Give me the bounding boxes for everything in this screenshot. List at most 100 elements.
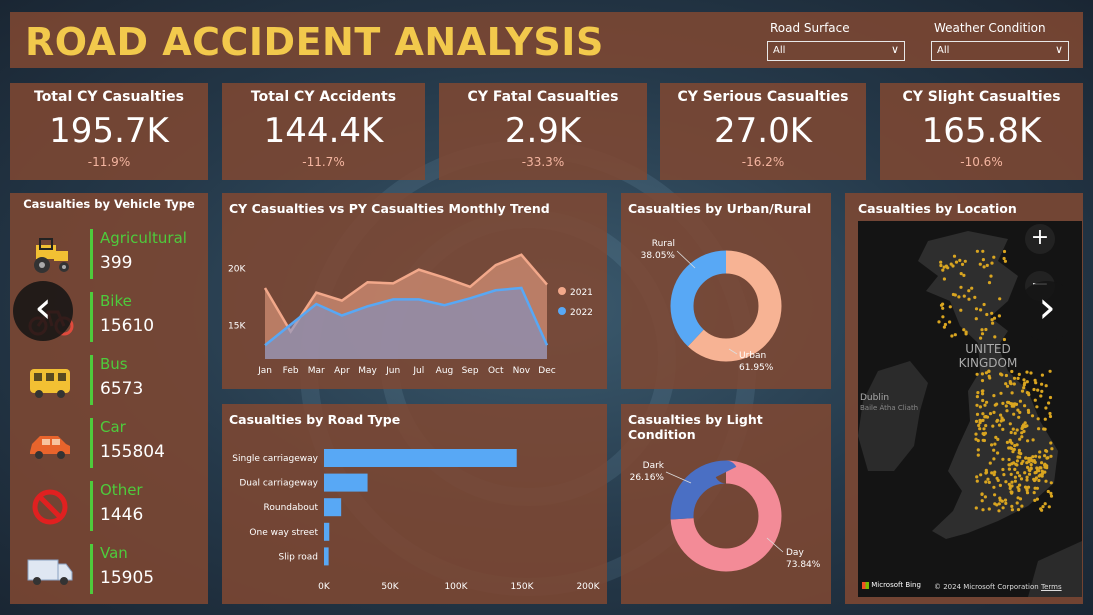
vehicle-row-agricultural[interactable]: Agricultural 399 — [10, 225, 207, 283]
vehicle-row-van[interactable]: Van 15905 — [10, 540, 207, 598]
casualty-dot — [984, 371, 988, 375]
monthly-trend-title: CY Casualties vs PY Casualties Monthly T… — [229, 201, 550, 216]
casualty-dot — [978, 418, 982, 422]
casualty-dot — [987, 480, 991, 484]
road-surface-dropdown[interactable]: All ∨ — [767, 41, 905, 61]
casualty-dot — [976, 453, 980, 457]
previous-page-button[interactable]: ‹ — [13, 281, 73, 341]
casualty-dot — [998, 483, 1002, 487]
casualty-dot — [1039, 507, 1043, 511]
light-condition-donut[interactable]: Day 73.84% Dark 26.16% — [621, 404, 831, 604]
casualty-dot — [1003, 259, 1007, 263]
casualty-dot — [990, 318, 994, 322]
kpi-card-total-accidents[interactable]: Total CY Accidents 144.4K -11.7% — [222, 83, 425, 180]
vehicle-row-other[interactable]: Other 1446 — [10, 477, 207, 535]
casualty-dot — [1017, 448, 1021, 452]
casualty-dot — [1017, 372, 1021, 376]
casualty-dot — [1035, 466, 1039, 470]
casualty-dot — [1043, 454, 1047, 458]
casualty-dot — [987, 374, 991, 378]
casualty-dot — [1010, 404, 1014, 408]
casualty-dot — [953, 333, 957, 337]
casualty-dot — [1036, 388, 1040, 392]
casualty-dot — [978, 405, 982, 409]
casualty-dot — [1010, 490, 1014, 494]
casualty-dot — [993, 493, 997, 497]
casualty-dot — [1033, 478, 1037, 482]
vehicle-row-bus[interactable]: Bus 6573 — [10, 351, 207, 409]
casualty-dot — [990, 261, 994, 265]
casualty-dot — [1049, 494, 1054, 498]
casualty-dot — [962, 294, 966, 298]
casualty-dot — [1027, 456, 1031, 461]
casualty-dot — [950, 334, 954, 338]
casualty-dot — [991, 321, 995, 325]
casualty-dot — [979, 308, 983, 312]
casualty-dot — [1002, 256, 1006, 261]
urban-rural-panel: Casualties by Urban/Rural Urban 61.95% Rur… — [621, 193, 831, 389]
casualty-dot — [1025, 380, 1029, 384]
kpi-delta: -11.9% — [87, 155, 131, 169]
casualty-dot — [1032, 491, 1036, 495]
casualty-dot — [992, 485, 996, 489]
casualty-dot — [993, 470, 997, 474]
casualty-dot — [952, 254, 957, 258]
casualty-dot — [1037, 427, 1041, 431]
casualty-dot — [1016, 471, 1020, 475]
van-icon — [27, 559, 73, 585]
kpi-card-slight-casualties[interactable]: CY Slight Casualties 165.8K -10.6% — [880, 83, 1083, 180]
zoom-in-button[interactable]: + — [1025, 224, 1055, 254]
urban-rural-title: Casualties by Urban/Rural — [628, 201, 812, 216]
casualty-dot — [984, 468, 988, 472]
kpi-value: 2.9K — [504, 111, 582, 151]
casualty-dot — [1025, 491, 1030, 495]
casualty-dot — [990, 471, 994, 475]
casualty-dot — [1000, 373, 1004, 377]
casualty-dot — [994, 435, 998, 439]
casualty-dot — [1020, 431, 1024, 435]
road-surface-value: All — [773, 45, 786, 56]
vehicle-value: 155804 — [100, 442, 165, 462]
light-condition-title: Casualties by Light Condition — [628, 412, 763, 442]
casualty-dot — [1040, 382, 1044, 386]
road-type-chart[interactable]: Single carriageway Dual carriageway Rounda… — [222, 404, 607, 604]
y-tick-label: 20K — [228, 264, 246, 274]
monthly-trend-chart[interactable]: 15K 20K Jan Feb Mar Apr May Jun Jul Aug Sep Oct Nov D… — [222, 193, 607, 389]
slice-label: Rural — [652, 239, 675, 249]
casualty-location-dots — [937, 249, 1054, 513]
casualty-dot — [942, 325, 946, 329]
slice-value-label: 26.16% — [630, 473, 665, 483]
light-condition-panel: Casualties by Light Condition Day 73.84% D… — [621, 404, 831, 604]
next-page-button[interactable]: › — [1017, 281, 1077, 341]
casualty-dot — [991, 424, 995, 428]
leader-line — [676, 250, 696, 269]
casualty-dot — [1022, 386, 1026, 390]
map-terms-link[interactable]: Terms — [1041, 583, 1062, 591]
urban-rural-donut[interactable]: Urban 61.95% Rural 38.05% — [621, 193, 831, 389]
kpi-card-serious-casualties[interactable]: CY Serious Casualties 27.0K -16.2% — [660, 83, 866, 180]
casualty-dot — [1005, 409, 1009, 413]
vehicle-row-car[interactable]: Car 155804 — [10, 414, 207, 472]
monthly-trend-panel: CY Casualties vs PY Casualties Monthly T… — [222, 193, 607, 389]
casualty-dot — [1016, 496, 1020, 500]
casualty-dot — [1034, 454, 1038, 458]
casualty-dot — [1013, 431, 1017, 435]
casualty-dot — [948, 320, 952, 324]
casualty-dot — [1042, 427, 1046, 431]
casualty-dot — [1031, 459, 1035, 463]
casualty-dot — [1027, 393, 1031, 397]
road-type-panel: Casualties by Road Type Single carriagew… — [222, 404, 607, 604]
weather-condition-label: Weather Condition — [934, 21, 1046, 35]
casualty-dot — [1023, 404, 1027, 408]
bar — [324, 473, 368, 492]
casualty-dot — [1035, 405, 1039, 409]
casualty-dot — [981, 398, 985, 403]
casualty-dot — [1005, 384, 1010, 388]
kpi-card-total-casualties[interactable]: Total CY Casualties 195.7K -11.9% — [10, 83, 208, 180]
casualty-dot — [980, 499, 984, 503]
kpi-title: Total CY Accidents — [250, 89, 397, 105]
casualty-dot — [1013, 444, 1017, 448]
weather-condition-dropdown[interactable]: All ∨ — [931, 41, 1069, 61]
kpi-card-fatal-casualties[interactable]: CY Fatal Casualties 2.9K -33.3% — [439, 83, 647, 180]
casualty-dot — [1039, 394, 1043, 398]
